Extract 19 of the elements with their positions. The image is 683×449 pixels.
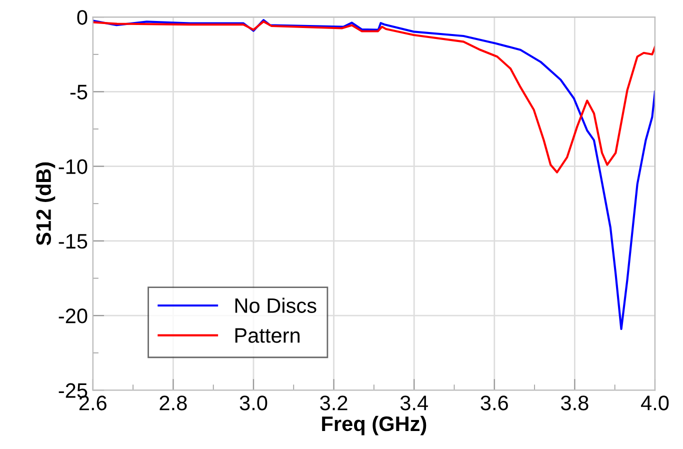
y-tick-label: -5 xyxy=(70,84,88,100)
y-axis-title: S12 (dB) xyxy=(36,162,56,246)
y-tick-label: 0 xyxy=(77,10,88,25)
x-tick-label: 3.4 xyxy=(400,396,428,410)
x-tick-label: 2.8 xyxy=(160,396,187,410)
y-tick-label: -10 xyxy=(58,159,88,174)
y-tick-label: -20 xyxy=(58,308,88,324)
line-series xyxy=(92,20,655,174)
y-tick-label: -25 xyxy=(58,383,88,398)
x-tick-label: 3.8 xyxy=(561,396,588,410)
x-tick-label: 4.0 xyxy=(640,396,669,410)
x-tick-label: 3.6 xyxy=(480,396,508,410)
x-axis-title: Freq (GHz) xyxy=(322,416,426,436)
x-tick-label: 3.0 xyxy=(240,396,268,410)
x-tick-label: 3.2 xyxy=(320,396,348,410)
legend-label: Pattern xyxy=(235,328,300,343)
legend-label: No Discs xyxy=(235,298,316,314)
x-tick-label: 2.6 xyxy=(79,396,106,410)
y-tick-label: -15 xyxy=(58,234,88,249)
